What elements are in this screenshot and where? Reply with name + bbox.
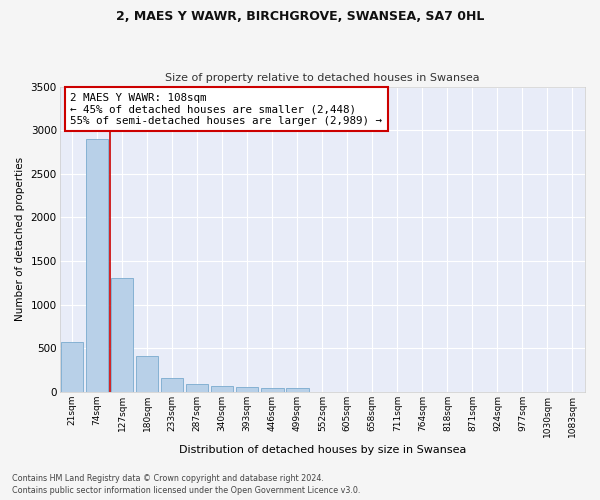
Bar — [136, 356, 158, 392]
Bar — [186, 384, 208, 392]
Bar — [161, 378, 184, 392]
Bar — [211, 386, 233, 392]
Bar — [286, 388, 308, 392]
Y-axis label: Number of detached properties: Number of detached properties — [15, 157, 25, 321]
X-axis label: Distribution of detached houses by size in Swansea: Distribution of detached houses by size … — [179, 445, 466, 455]
Text: 2 MAES Y WAWR: 108sqm
← 45% of detached houses are smaller (2,448)
55% of semi-d: 2 MAES Y WAWR: 108sqm ← 45% of detached … — [70, 92, 382, 126]
Bar — [261, 388, 284, 392]
Bar — [111, 278, 133, 392]
Bar — [61, 342, 83, 392]
Title: Size of property relative to detached houses in Swansea: Size of property relative to detached ho… — [165, 73, 479, 83]
Bar — [236, 387, 259, 392]
Bar — [86, 139, 109, 392]
Text: Contains HM Land Registry data © Crown copyright and database right 2024.
Contai: Contains HM Land Registry data © Crown c… — [12, 474, 361, 495]
Text: 2, MAES Y WAWR, BIRCHGROVE, SWANSEA, SA7 0HL: 2, MAES Y WAWR, BIRCHGROVE, SWANSEA, SA7… — [116, 10, 484, 23]
